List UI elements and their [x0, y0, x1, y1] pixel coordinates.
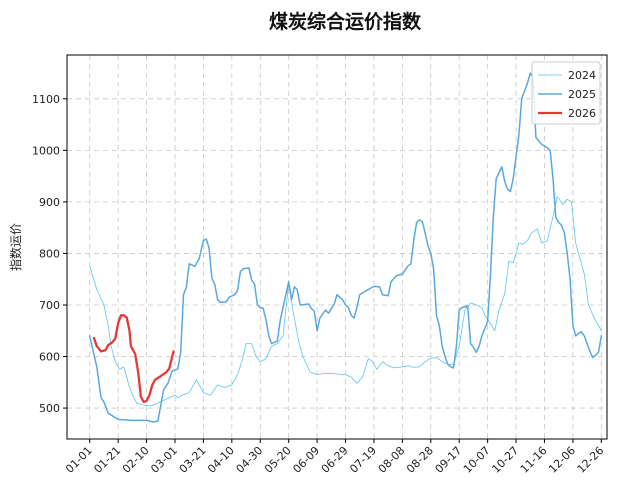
- y-tick-label: 900: [39, 196, 60, 209]
- y-tick-label: 700: [39, 299, 60, 312]
- legend: 2024 2025 2026: [531, 61, 601, 125]
- chart-title: 煤炭综合运价指数: [269, 10, 422, 33]
- series-line-2026: [92, 314, 175, 404]
- legend-label-2024: 2024: [568, 69, 596, 82]
- y-tick-label: 1000: [32, 144, 60, 157]
- legend-label-2026: 2026: [568, 107, 596, 120]
- series-line-2025: [88, 72, 603, 423]
- y-axis-label: 指数运价: [8, 223, 23, 271]
- plot-frame: [66, 54, 608, 440]
- y-tick-label: 500: [39, 402, 60, 415]
- y-tick-label: 600: [39, 351, 60, 364]
- legend-box: [531, 61, 601, 125]
- series-layer: [88, 72, 603, 423]
- legend-label-2025: 2025: [568, 88, 596, 101]
- y-tick-label: 1100: [32, 93, 60, 106]
- y-tick-label: 800: [39, 247, 60, 260]
- grid-layer: [67, 55, 607, 439]
- series-line-2024: [89, 196, 602, 406]
